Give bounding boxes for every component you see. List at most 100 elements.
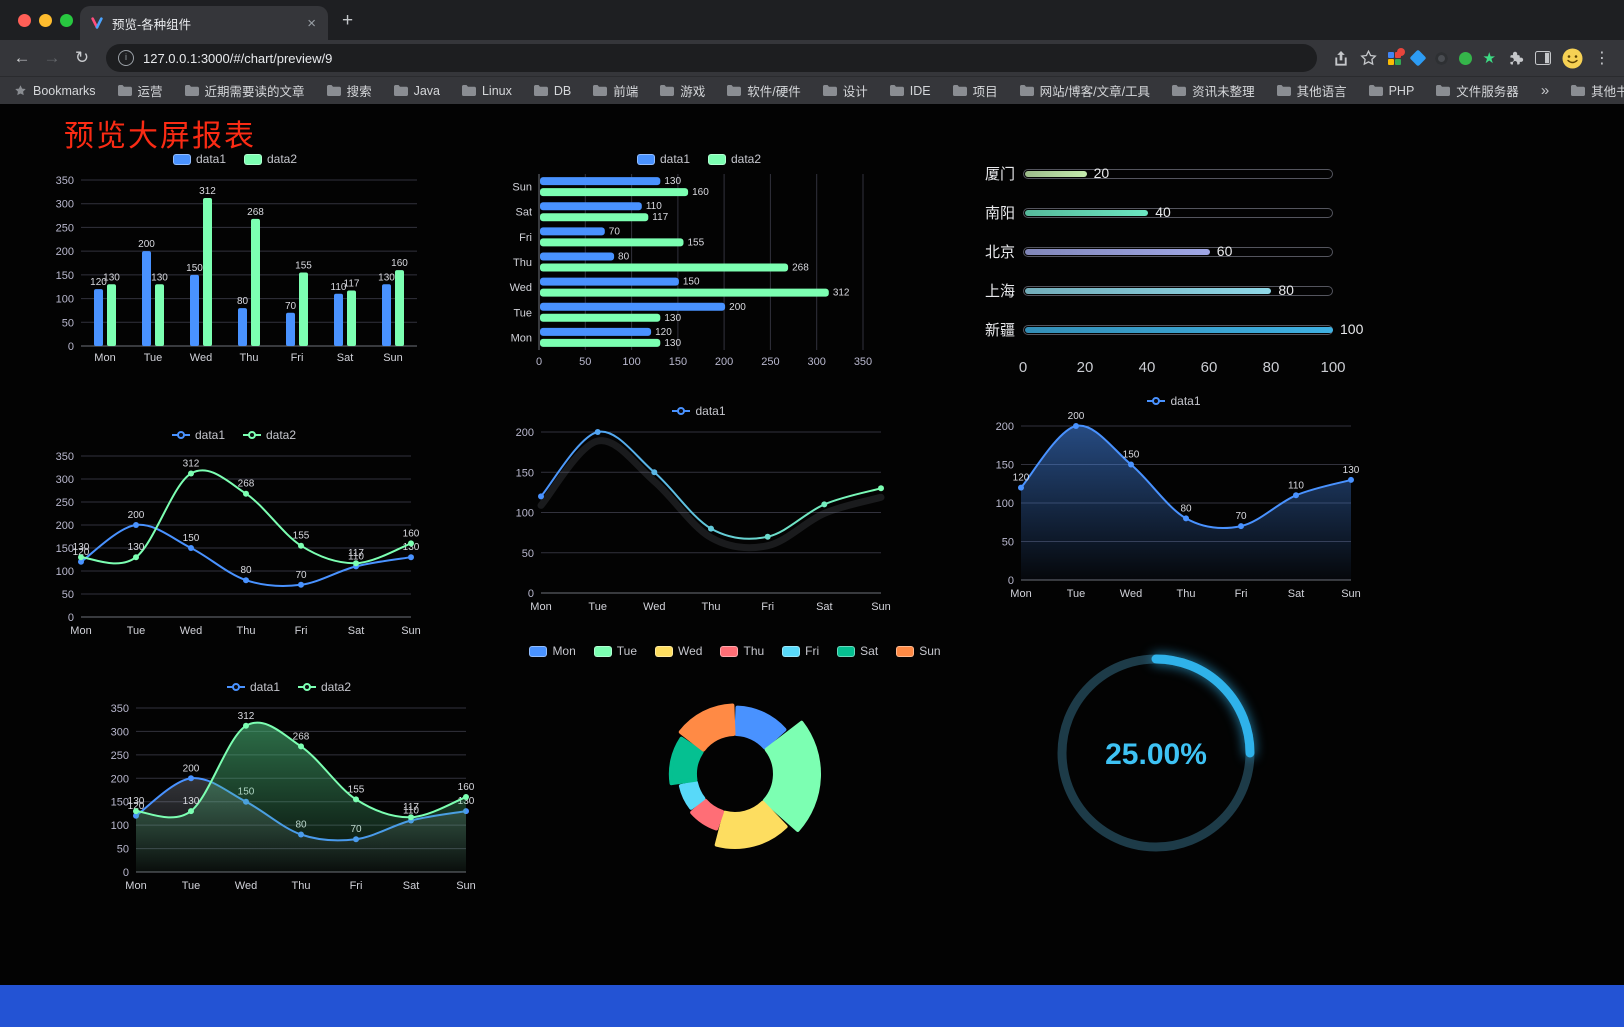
progress-label: 上海 [985,283,1016,300]
svg-text:150: 150 [516,467,534,479]
svg-text:Thu: Thu [1177,588,1196,600]
progress-track: 100 [1023,321,1363,337]
window-minimize-button[interactable] [39,14,52,27]
svg-text:300: 300 [808,356,826,368]
bookmark-folder[interactable]: Java [393,84,440,98]
bookmark-folder[interactable]: 设计 [822,81,868,100]
legend-item[interactable]: Tue [593,644,637,658]
bookmarks-overflow-chevron[interactable]: » [1540,82,1550,99]
bookmark-folder[interactable]: Linux [461,84,512,98]
progress-track: 60 [1023,243,1333,259]
bookmark-folder[interactable]: 运营 [117,81,163,100]
bookmark-folder[interactable]: PHP [1368,84,1414,98]
svg-text:50: 50 [579,356,591,368]
address-bar[interactable]: i 127.0.0.1:3000/#/chart/preview/9 [106,44,1317,72]
svg-text:200: 200 [183,763,200,774]
legend-item[interactable]: Mon [529,644,576,658]
bookmark-folder[interactable]: 搜索 [326,81,372,100]
svg-text:200: 200 [729,302,746,313]
svg-text:130: 130 [73,542,90,553]
legend-item[interactable]: data1 [172,152,226,166]
bookmark-folder[interactable]: 项目 [952,81,998,100]
back-icon[interactable]: ← [13,48,31,67]
svg-text:Sun: Sun [1341,588,1361,600]
progress-row: 上海 80 [985,271,1363,310]
bookmark-folder[interactable]: 游戏 [660,81,705,100]
bookmark-star-icon[interactable] [1359,47,1377,69]
svg-text:Thu: Thu [237,625,256,637]
bookmark-folder[interactable]: 文件服务器 [1436,81,1519,100]
svg-text:130: 130 [378,272,395,283]
side-panel-icon[interactable] [1535,47,1551,69]
bookmark-folder[interactable]: 其他语言 [1276,81,1347,100]
svg-text:Sat: Sat [1288,588,1305,600]
legend-item[interactable]: data1 [1147,394,1201,408]
svg-text:120: 120 [1013,473,1030,484]
extension-green-circle-icon[interactable] [1458,47,1472,69]
bookmark-folder[interactable]: 网站/博客/文章/工具 [1019,81,1150,100]
bookmark-folder[interactable]: 资讯未整理 [1172,81,1255,100]
legend-item[interactable]: data2 [298,680,351,694]
svg-text:130: 130 [458,796,475,807]
bookmarks-bar: Bookmarks 运营 近期需要读的文章 搜索 Java Linux DB 前端 游戏 软件/硬… [0,76,1624,104]
extension-kite-icon[interactable] [1409,47,1427,69]
legend-item[interactable]: data2 [243,428,296,442]
browser-tab[interactable]: 预览-各种组件 × [80,6,328,40]
window-close-button[interactable] [18,14,31,27]
svg-text:268: 268 [293,731,310,742]
progress-label: 南阳 [985,205,1016,222]
svg-text:350: 350 [111,703,129,715]
legend-item[interactable]: data1 [226,680,280,694]
extension-star-icon[interactable]: ★ [1482,50,1496,67]
svg-text:150: 150 [669,356,687,368]
bookmark-folder[interactable]: 前端 [593,81,638,100]
browser-menu-icon[interactable]: ⋮ [1594,50,1610,67]
svg-text:0: 0 [68,341,74,353]
share-icon[interactable] [1333,47,1349,69]
svg-text:312: 312 [199,186,216,197]
svg-text:350: 350 [854,356,872,368]
bookmarks-manager[interactable]: Bookmarks [14,84,96,98]
new-tab-button[interactable]: + [342,10,354,31]
svg-text:130: 130 [183,796,200,807]
site-info-icon[interactable]: i [118,50,134,66]
progress-label: 北京 [985,244,1016,261]
svg-text:0: 0 [1008,575,1014,587]
svg-text:70: 70 [609,226,621,237]
bookmark-folder[interactable]: DB [533,84,571,98]
tab-close-icon[interactable]: × [307,14,316,32]
legend-item[interactable]: data2 [708,152,761,166]
svg-text:50: 50 [117,844,129,856]
svg-text:312: 312 [183,459,200,470]
extension-gray-circle-icon[interactable] [1434,47,1448,69]
footer-bar [0,985,1624,1027]
bookmark-folder[interactable]: IDE [889,84,931,98]
legend-item[interactable]: data1 [636,152,690,166]
bookmark-folder[interactable]: 近期需要读的文章 [184,81,305,100]
reload-icon[interactable]: ↻ [74,48,90,67]
svg-text:130: 130 [664,338,681,349]
legend-item[interactable]: data1 [672,404,726,418]
window-zoom-button[interactable] [60,14,73,27]
extensions-puzzle-icon[interactable] [1507,47,1524,69]
extension-grid-icon[interactable] [1387,47,1405,69]
svg-text:Tue: Tue [182,880,201,892]
legend-item[interactable]: Fri [782,644,819,658]
svg-text:130: 130 [128,542,145,553]
legend-item[interactable]: Thu [720,644,764,658]
other-bookmarks[interactable]: 其他书签 [1571,81,1624,100]
legend-item[interactable]: Sat [837,644,878,658]
bookmark-folder[interactable]: 软件/硬件 [727,81,801,100]
svg-text:70: 70 [1235,511,1247,522]
svg-text:130: 130 [151,272,168,283]
legend-item[interactable]: data1 [171,428,225,442]
svg-text:Mon: Mon [94,352,115,364]
forward-icon[interactable]: → [43,48,61,67]
legend-item[interactable]: Sun [896,644,941,658]
legend-item[interactable]: data2 [244,152,297,166]
legend-item[interactable]: Wed [655,644,702,658]
horizontal-bar-chart: data1 data2 0 50 100 150 200 250 300 350 Sun 130 160… [505,148,893,370]
profile-avatar[interactable] [1562,47,1583,69]
svg-text:Wed: Wed [643,601,665,613]
chart-legend: data1 data2 [45,424,423,446]
